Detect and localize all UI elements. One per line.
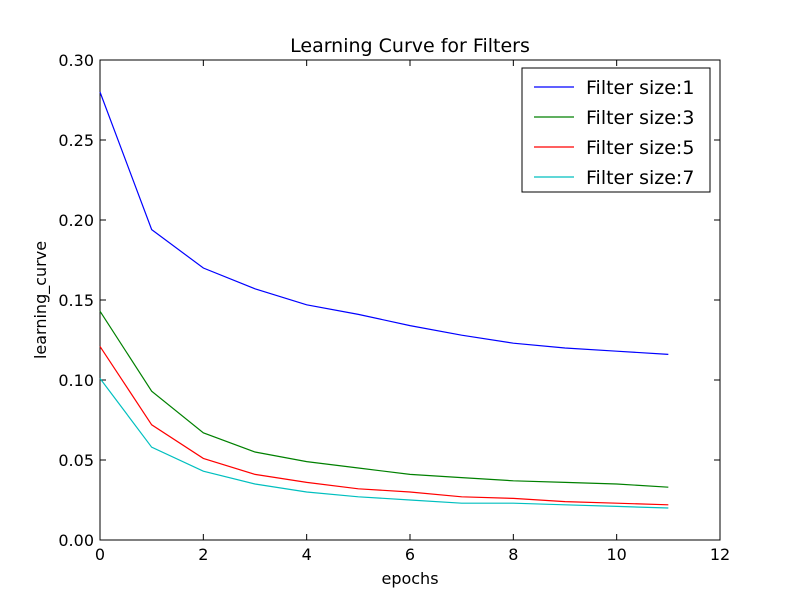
series-line-filter-size-3: [99, 310, 669, 488]
y-tick-label: 0.30: [58, 51, 94, 70]
x-tick-label: 4: [302, 545, 312, 564]
y-tick-label: 0.00: [58, 531, 94, 550]
y-tick-label: 0.10: [58, 371, 94, 390]
legend-label: Filter size:3: [586, 107, 694, 129]
x-tick-label: 10: [606, 545, 626, 564]
series-line-filter-size-5: [99, 346, 669, 506]
y-tick-label: 0.20: [58, 211, 94, 230]
x-tick-label: 0: [95, 545, 105, 564]
series-line-filter-size-7: [99, 378, 669, 509]
x-tick-label: 2: [198, 545, 208, 564]
chart-title: Learning Curve for Filters: [290, 35, 530, 57]
y-axis-label: learning_curve: [31, 241, 51, 359]
x-tick-label: 12: [710, 545, 730, 564]
y-tick-label: 0.05: [58, 451, 94, 470]
legend-label: Filter size:7: [586, 167, 694, 189]
series-lines: [99, 91, 669, 509]
x-tick-label: 8: [508, 545, 518, 564]
series-line-filter-size-1: [99, 91, 669, 355]
y-axis: 0.00 0.05 0.10 0.15 0.20 0.25 0.30: [58, 51, 720, 550]
legend-label: Filter size:5: [586, 137, 694, 159]
legend: Filter size:1 Filter size:3 Filter size:5 F…: [521, 67, 711, 193]
legend-box: [521, 67, 711, 193]
x-axis: 0 2 4 6 8 10 12: [95, 60, 730, 564]
x-axis-label: epochs: [381, 569, 438, 588]
legend-label: Filter size:1: [586, 77, 694, 99]
y-tick-label: 0.25: [58, 131, 94, 150]
y-tick-label: 0.15: [58, 291, 94, 310]
x-tick-label: 6: [405, 545, 415, 564]
